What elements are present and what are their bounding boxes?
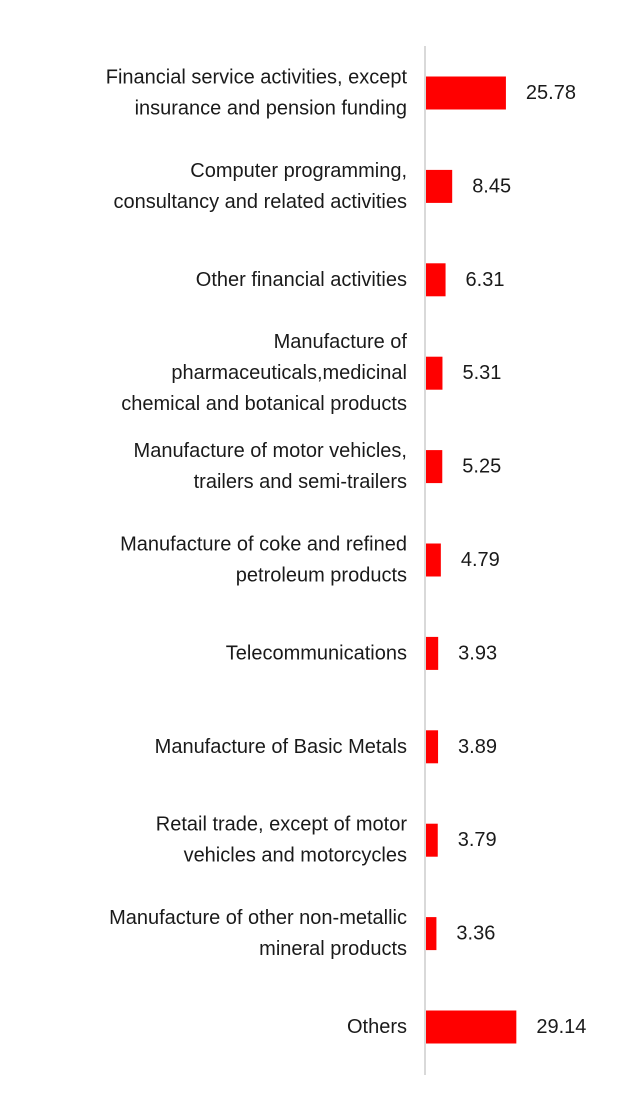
bar	[426, 356, 443, 390]
category-label-line: Others	[347, 1016, 407, 1038]
bars-layer	[426, 76, 517, 1044]
category-label: Computer programming, consultancy and rel…	[114, 160, 408, 213]
value-labels-layer: 25.78 8.45 6.31 5.31 5.25 4.79 3.93 3.89 3.79 3.3…	[456, 82, 586, 1038]
category-label: Manufacture of motor vehicles, trailers a…	[134, 440, 407, 493]
category-label: Others	[347, 1016, 407, 1038]
category-label: Financial service activities, except insu…	[106, 67, 408, 120]
category-label-line: trailers and semi-trailers	[194, 471, 407, 493]
category-label-line: mineral products	[259, 938, 407, 960]
data-label: 6.31	[466, 269, 505, 291]
data-label: 3.36	[456, 923, 495, 945]
data-label: 25.78	[526, 82, 576, 104]
bar	[426, 543, 441, 577]
bar	[426, 917, 437, 951]
category-label: Telecommunications	[226, 642, 407, 664]
category-label-line: chemical and botanical products	[121, 393, 407, 415]
data-label: 3.89	[458, 736, 497, 758]
bar	[426, 823, 438, 857]
category-label-line: Manufacture of	[274, 331, 408, 353]
category-label-line: consultancy and related activities	[114, 191, 408, 213]
category-label: Other financial activities	[196, 269, 407, 291]
data-label: 5.31	[462, 362, 501, 384]
category-label: Manufacture of pharmaceuticals,medicinal c…	[121, 331, 407, 415]
category-label-line: Manufacture of Basic Metals	[155, 736, 407, 758]
category-label-line: Retail trade, except of motor	[156, 814, 408, 836]
category-label-line: Other financial activities	[196, 269, 407, 291]
category-label-line: Manufacture of other non-metallic	[109, 907, 407, 929]
bar	[426, 636, 439, 670]
category-label: Manufacture of coke and refined petroleum…	[120, 534, 407, 587]
category-label: Manufacture of Basic Metals	[155, 736, 407, 758]
data-label: 3.79	[458, 829, 497, 851]
data-label: 8.45	[472, 175, 511, 197]
bar	[426, 730, 439, 764]
category-label-line: Financial service activities, except	[106, 67, 408, 89]
category-label-line: insurance and pension funding	[135, 98, 407, 120]
category-label-line: Telecommunications	[226, 642, 407, 664]
bar	[426, 76, 506, 110]
data-label: 29.14	[536, 1016, 586, 1038]
data-label: 4.79	[461, 549, 500, 571]
category-label: Retail trade, except of motor vehicles an…	[156, 814, 408, 867]
category-labels-layer: Financial service activities, except insu…	[106, 67, 408, 1039]
category-label-line: vehicles and motorcycles	[184, 845, 407, 867]
category-label-line: Manufacture of coke and refined	[120, 534, 407, 556]
data-label: 5.25	[462, 456, 501, 478]
category-label-line: petroleum products	[236, 565, 407, 587]
category-label-line: Manufacture of motor vehicles,	[134, 440, 407, 462]
data-label: 3.93	[458, 642, 497, 664]
bar	[426, 1010, 517, 1044]
category-label-line: Computer programming,	[190, 160, 407, 182]
bar	[426, 169, 453, 203]
bar	[426, 263, 446, 297]
category-label-line: pharmaceuticals,medicinal	[171, 362, 407, 384]
category-label: Manufacture of other non-metallic mineral…	[109, 907, 407, 960]
bar	[426, 450, 443, 484]
